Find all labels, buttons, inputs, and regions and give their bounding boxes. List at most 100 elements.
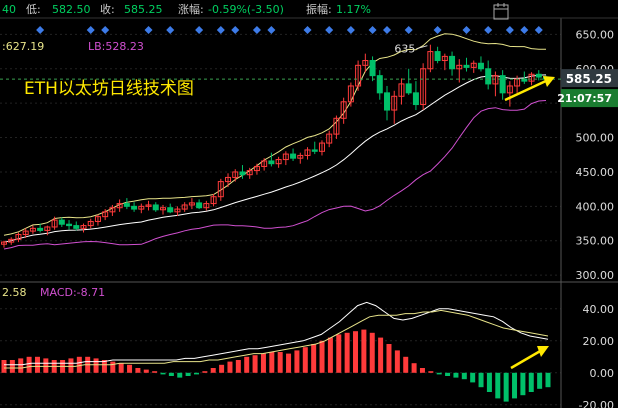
candle-body	[369, 60, 376, 77]
candle-body	[362, 60, 369, 66]
last-price: 585.25	[566, 72, 612, 86]
candle-body	[261, 160, 268, 167]
signal-diamond	[433, 26, 442, 34]
candle-body	[470, 62, 477, 68]
macd-bar	[252, 355, 258, 373]
macd-bar	[260, 353, 266, 373]
candle-body	[492, 75, 499, 85]
macd-bar	[528, 372, 534, 392]
candle-body	[340, 101, 347, 119]
candle-body	[412, 92, 419, 106]
candle-body	[217, 181, 224, 198]
candle-body	[152, 204, 159, 211]
macd-bar	[311, 344, 317, 373]
candle-body	[427, 51, 434, 70]
candle-body	[282, 153, 289, 161]
macd-bar	[470, 372, 476, 383]
macd-bar	[302, 347, 308, 373]
mid-band-line	[3, 74, 547, 243]
upper-band-line	[3, 33, 546, 236]
candle-body	[102, 211, 109, 218]
macd-label: MACD:-8.71	[40, 286, 105, 299]
last-price-box: 585.25	[561, 69, 618, 88]
candle-body	[80, 225, 87, 229]
macd-bar	[219, 364, 225, 373]
signal-diamond	[404, 26, 413, 34]
candle-body	[225, 176, 232, 183]
signal-diamond	[216, 26, 225, 34]
candle-body	[477, 62, 484, 70]
macd-bar	[9, 360, 15, 373]
candle-body	[239, 171, 246, 176]
amp-label: 振幅:	[306, 2, 332, 16]
macd-bar	[26, 356, 32, 373]
candle-body	[398, 83, 405, 97]
candle-body	[159, 207, 166, 211]
macd-bar	[394, 350, 400, 373]
candle-body	[196, 202, 203, 209]
candle-body	[326, 133, 333, 144]
macd-bar	[344, 332, 350, 373]
signal-diamond	[505, 26, 514, 34]
signal-diamonds	[36, 26, 543, 34]
candle-body	[528, 73, 535, 82]
candles	[1, 44, 549, 248]
macd-bar	[503, 372, 509, 402]
low-value: 582.50	[52, 3, 91, 16]
macd-bar	[353, 331, 359, 373]
signal-diamond	[462, 26, 471, 34]
macd-bar	[286, 353, 292, 373]
candle-body	[58, 219, 65, 225]
macd-bar	[537, 372, 543, 389]
macd-bar	[545, 372, 551, 388]
macd-bar	[336, 334, 342, 373]
macd-bar	[386, 344, 392, 373]
macd-line-dea	[4, 309, 549, 369]
macd-bar	[227, 361, 233, 373]
price-tick-label: 300.00	[576, 269, 615, 282]
candle-body	[174, 208, 181, 213]
calendar-icon[interactable]	[493, 3, 509, 20]
signal-diamond	[36, 26, 45, 34]
macd-bar	[453, 372, 459, 378]
candle-body	[145, 204, 152, 207]
clock-box: 21:07:57	[557, 89, 618, 108]
macd-bar	[143, 369, 149, 373]
macd-bar	[43, 358, 49, 373]
candle-body	[405, 83, 412, 94]
macd-bar	[135, 368, 141, 373]
price-tick-label: 350.00	[576, 235, 615, 248]
ub-value: :627.19	[2, 40, 44, 53]
candle-body	[420, 68, 427, 106]
macd-bar	[277, 352, 283, 373]
lb-label: LB:528.23	[88, 40, 144, 53]
high-marker-label: 635	[394, 43, 415, 56]
macd-bar	[495, 372, 501, 399]
macd-tick-label: 20.00	[583, 335, 615, 348]
macd-bar	[34, 356, 40, 373]
candle-body	[8, 238, 15, 243]
open-value: 40	[2, 3, 16, 16]
macd-bar	[319, 340, 325, 373]
trend-arrow-lower	[510, 346, 549, 370]
macd-histogram	[1, 329, 551, 402]
candle-body	[94, 216, 101, 222]
signal-diamond	[325, 26, 334, 34]
macd-bar	[185, 372, 191, 376]
macd-line-dif	[4, 301, 549, 366]
candle-body	[456, 64, 463, 70]
macd-bar	[436, 372, 442, 375]
change-value: -0.59%(-3.50)	[208, 3, 284, 16]
macd-bar	[403, 356, 409, 373]
macd-bar	[244, 356, 250, 373]
candle-body	[1, 241, 7, 245]
macd-bar	[520, 372, 526, 396]
macd-bar	[445, 372, 451, 376]
candle-body	[355, 64, 362, 87]
candle-body	[535, 73, 542, 78]
candle-body	[434, 51, 441, 62]
candle-body	[506, 85, 513, 94]
bollinger-bands	[3, 33, 547, 250]
trend-arrow-upper	[504, 76, 555, 102]
macd-tick-label: 40.00	[583, 303, 615, 316]
